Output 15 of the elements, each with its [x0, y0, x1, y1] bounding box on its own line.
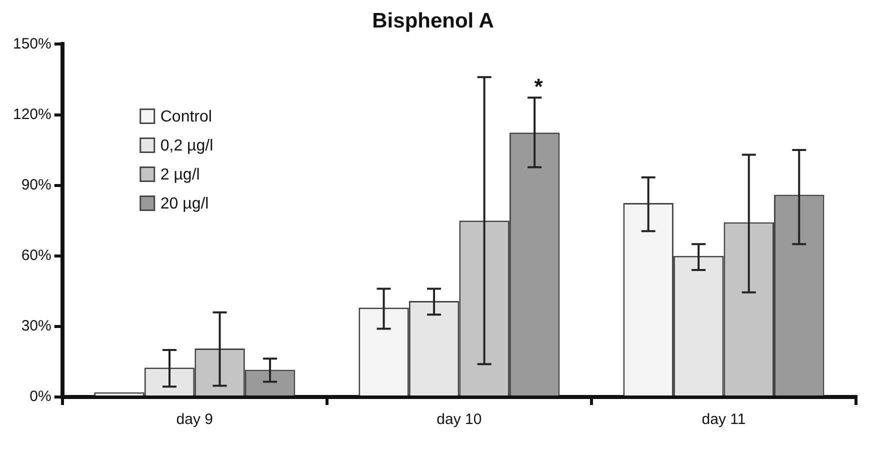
y-tick-label: 120%	[12, 106, 52, 123]
y-tick-label: 60%	[21, 247, 52, 264]
annotation: *	[534, 74, 544, 100]
y-tick-label: 0%	[30, 388, 52, 406]
legend-label: 0,2 µg/l	[160, 138, 214, 155]
x-tick-label: day 11	[702, 411, 746, 428]
legend-label: Control	[160, 108, 212, 126]
chart-title: Bisphenol A	[372, 9, 494, 32]
legend-label: 20 µg/l	[160, 196, 209, 213]
legend-label: 2 µg/l	[160, 166, 200, 184]
y-tick-label: 90%	[21, 176, 52, 194]
y-tick-label: 150%	[12, 35, 52, 52]
x-tick-label: day 10	[436, 411, 482, 428]
y-tick-label: 30%	[21, 318, 52, 335]
x-tick-label: day 9	[176, 411, 213, 428]
